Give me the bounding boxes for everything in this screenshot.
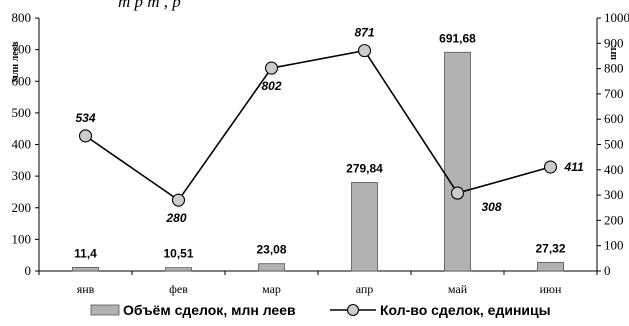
bar [258,263,285,272]
y-right-tick-label: 500 [604,137,624,152]
y-left-tick-label: 200 [12,200,32,215]
y-right-tick-label: 100 [604,238,624,253]
y-right-tick-label: 0 [604,263,611,278]
bar [72,266,99,272]
x-tick-label: фев [169,282,188,296]
y-left-tick-label: 600 [12,73,32,88]
bar [165,267,192,272]
line-data-label: 802 [261,79,281,93]
chart-title-fragment: т р т , р [118,0,181,11]
y-left-tick-label: 100 [12,231,32,246]
line-point [78,129,93,143]
line-point [264,61,279,75]
y-right-tick-label: 1000 [604,10,629,25]
bar-data-label: 27,32 [535,241,565,255]
y-left-tick-label: 400 [12,137,32,152]
line-data-label: 534 [75,111,95,125]
line-point [543,160,558,174]
x-tick-label: июн [540,282,562,296]
y-right-tick-label: 800 [604,61,624,76]
bar [351,182,378,272]
line-data-label: 308 [481,200,501,214]
legend-bar-label: Объём сделок, млн леев [123,302,296,318]
y-right-tick-label: 900 [604,35,624,50]
line-series [85,49,551,202]
bar [444,51,471,272]
y-right-tick-label: 200 [604,212,624,227]
legend-line-label: Кол-во сделок, единицы [380,302,551,318]
line-point [171,193,186,207]
y-left-tick-label: 500 [12,105,32,120]
y-left-tick-label: 0 [25,263,32,278]
bar-data-label: 10,51 [163,247,193,261]
y-right-tick-label: 400 [604,162,624,177]
line-data-label: 871 [354,26,374,40]
y-left-tick-label: 800 [12,10,32,25]
y-left-tick-label: 300 [12,168,32,183]
bar-data-label: 11,4 [74,246,97,260]
bar-data-label: 23,08 [256,243,286,257]
line-data-label: 280 [165,211,186,225]
line-data-label: 411 [564,160,584,174]
legend-line-marker [346,303,360,317]
legend-bar-swatch [90,304,120,316]
y-right-tick-label: 700 [604,86,624,101]
bar [537,261,564,272]
y-right-tick-label: 600 [604,111,624,126]
y-left-tick-label: 700 [12,42,32,57]
y-right-tick-label: 300 [604,187,624,202]
x-tick-label: мар [262,282,281,296]
x-tick-label: май [448,282,468,296]
bar-data-label: 279,84 [346,162,383,176]
x-tick-label: апр [356,282,374,296]
bar-data-label: 691,68 [439,31,476,45]
x-tick-label: янв [77,282,95,296]
line-point [450,186,465,200]
line-point [357,44,372,58]
